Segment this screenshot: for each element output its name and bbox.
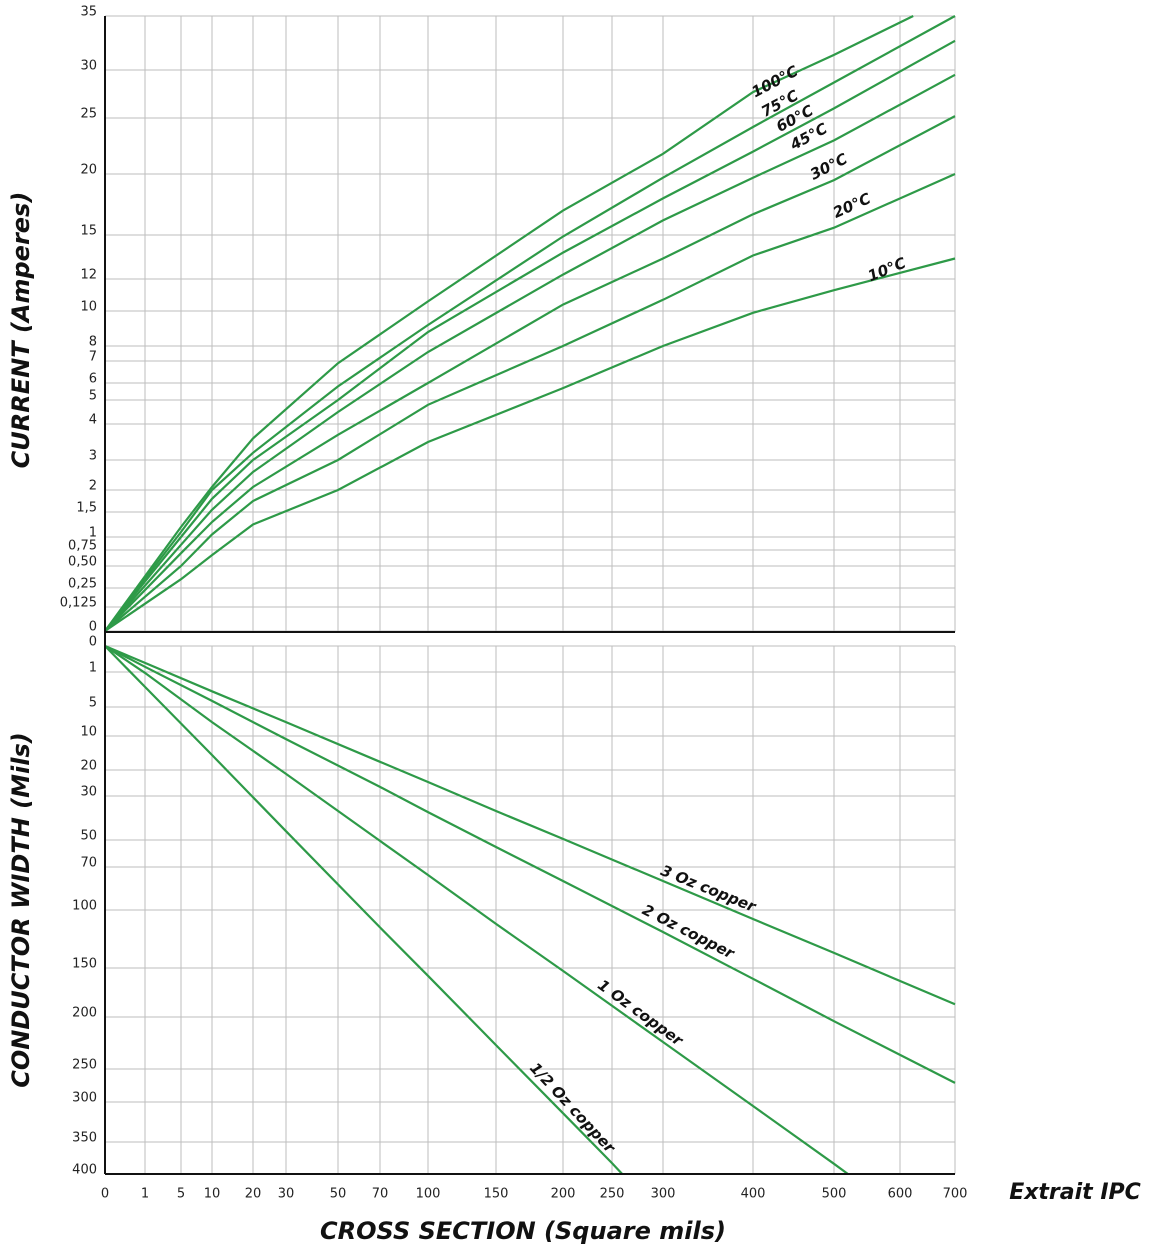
y-tick-label: 1 xyxy=(89,526,97,541)
x-tick-label: 50 xyxy=(330,1187,347,1202)
x-axis-label: CROSS SECTION (Square mils) xyxy=(320,1217,726,1245)
y-tick-label: 30 xyxy=(80,785,97,800)
y-tick-label: 1 xyxy=(89,661,97,676)
y-tick-label: 350 xyxy=(72,1131,97,1146)
y-tick-label: 15 xyxy=(80,224,97,239)
curve xyxy=(104,73,956,632)
y-tick-label: 50 xyxy=(80,829,97,844)
x-tick-label: 0 xyxy=(101,1187,109,1202)
y-tick-label: 100 xyxy=(72,899,97,914)
y-tick-label: 1,5 xyxy=(76,501,97,516)
curve xyxy=(104,115,956,632)
x-tick-label: 200 xyxy=(551,1187,576,1202)
curve xyxy=(104,15,956,632)
y-tick-label: 20 xyxy=(80,163,97,178)
y-axis-label: CURRENT (Amperes) xyxy=(7,192,35,469)
x-tick-label: 400 xyxy=(741,1187,766,1202)
curve-label: 1 Oz copper xyxy=(594,976,687,1051)
curve-label: 20°C xyxy=(830,189,873,221)
x-tick-label: 300 xyxy=(651,1187,676,1202)
curve-label: 1/2 Oz copper xyxy=(526,1059,620,1158)
x-tick-label: 700 xyxy=(943,1187,968,1202)
curve-label: 30°C xyxy=(807,150,850,184)
x-tick-label: 600 xyxy=(888,1187,913,1202)
y-tick-label: 12 xyxy=(80,268,97,283)
y-tick-label: 25 xyxy=(80,107,97,122)
x-tick-label: 150 xyxy=(484,1187,509,1202)
curve xyxy=(104,645,849,1175)
x-tick-label: 500 xyxy=(822,1187,847,1202)
x-tick-label: 250 xyxy=(600,1187,625,1202)
curve xyxy=(104,257,956,632)
y-tick-label: 5 xyxy=(89,696,97,711)
y-tick-label: 6 xyxy=(89,372,97,387)
y-tick-label: 8 xyxy=(89,335,97,350)
annotation: Extrait IPC xyxy=(1009,1180,1141,1205)
x-tick-label: 30 xyxy=(278,1187,295,1202)
y-tick-label: 20 xyxy=(80,759,97,774)
y-tick-label: 2 xyxy=(89,479,97,494)
y-axis-label: CONDUCTOR WIDTH (Mils) xyxy=(7,732,35,1087)
y-tick-label: 3 xyxy=(89,449,97,464)
y-tick-label: 250 xyxy=(72,1058,97,1073)
curve xyxy=(104,39,956,632)
x-tick-label: 70 xyxy=(372,1187,389,1202)
y-tick-label: 0,25 xyxy=(68,577,97,592)
curve xyxy=(104,172,956,632)
y-tick-label: 35 xyxy=(80,5,97,20)
curve xyxy=(104,15,914,632)
curve-label: 3 Oz copper xyxy=(658,861,760,916)
curve xyxy=(104,644,956,1006)
y-tick-label: 30 xyxy=(80,59,97,74)
y-tick-label: 200 xyxy=(72,1006,97,1021)
x-tick-label: 1 xyxy=(141,1187,149,1202)
x-tick-label: 10 xyxy=(204,1187,221,1202)
y-tick-label: 10 xyxy=(80,725,97,740)
curve xyxy=(104,645,624,1175)
x-tick-label: 5 xyxy=(177,1187,185,1202)
y-tick-label: 150 xyxy=(72,957,97,972)
y-tick-label: 0,75 xyxy=(68,539,97,554)
y-tick-label: 5 xyxy=(89,389,97,404)
y-tick-label: 0,125 xyxy=(60,596,97,611)
y-tick-label: 4 xyxy=(89,413,97,428)
y-tick-label: 0 xyxy=(89,620,97,635)
y-tick-label: 300 xyxy=(72,1091,97,1106)
x-tick-label: 100 xyxy=(416,1187,441,1202)
y-tick-label: 0,50 xyxy=(68,555,97,570)
curve-label: 10°C xyxy=(865,254,908,285)
y-tick-label: 70 xyxy=(80,856,97,871)
y-tick-label: 10 xyxy=(80,300,97,315)
y-tick-label: 7 xyxy=(89,350,97,365)
curve xyxy=(104,645,956,1084)
y-tick-label: 0 xyxy=(89,635,97,650)
x-tick-label: 20 xyxy=(245,1187,262,1202)
y-tick-label: 400 xyxy=(72,1163,97,1178)
